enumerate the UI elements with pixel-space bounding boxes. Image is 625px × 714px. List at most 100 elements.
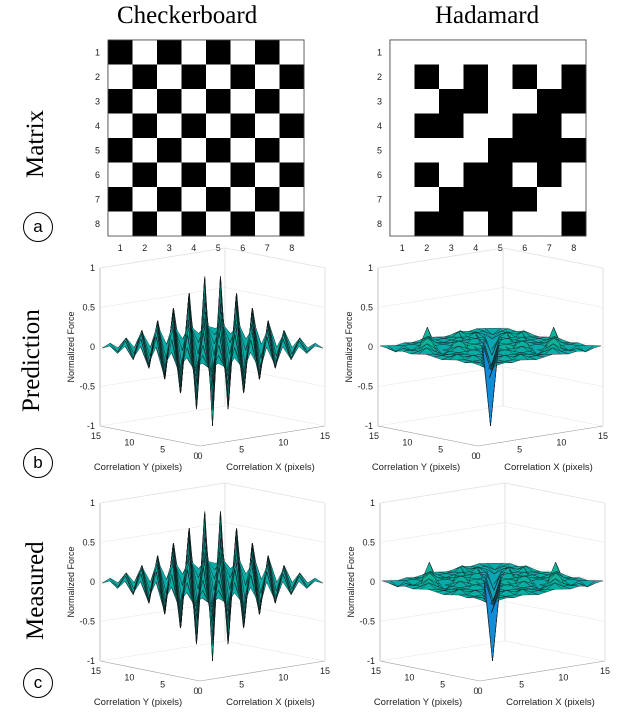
y-tick-label: 5 <box>95 145 100 155</box>
matrix-cell <box>279 40 305 65</box>
x-tick-label: 10 <box>556 438 566 448</box>
matrix-cell <box>439 89 464 114</box>
matrix-cell <box>561 64 587 90</box>
matrix-cell <box>279 64 305 90</box>
matrix-cell <box>230 64 256 90</box>
matrix-cell <box>206 187 231 212</box>
matrix-cell <box>414 187 440 212</box>
x-tick-label: 3 <box>449 243 454 253</box>
y-axis-label: Correlation Y (pixels) <box>372 462 460 473</box>
matrix-cell <box>463 162 489 188</box>
x-tick-label: 5 <box>517 444 522 454</box>
matrix-cell <box>488 211 513 237</box>
matrix-cell <box>230 138 256 163</box>
matrix-cell <box>132 113 158 139</box>
matrix-cell <box>255 187 280 212</box>
matrix-cell <box>230 113 256 139</box>
matrix-cell <box>488 64 513 90</box>
matrix-cell <box>561 187 587 212</box>
matrix-cell <box>561 211 587 237</box>
z-tick-label: -0.5 <box>357 382 373 392</box>
matrix-cell <box>108 113 133 139</box>
y-tick-label: 1 <box>95 47 100 57</box>
matrix-cell <box>230 40 256 65</box>
matrix-cell <box>414 113 440 139</box>
z-axis-label: Normalized Force <box>66 546 76 617</box>
matrix-cell <box>279 138 305 163</box>
y-tick-label: 4 <box>95 121 100 131</box>
z-tick-label: -1 <box>87 421 95 431</box>
matrix-cell <box>230 89 256 114</box>
y-tick-label: 15 <box>371 666 381 676</box>
matrix-cell <box>390 211 415 237</box>
matrix-cell <box>157 64 182 90</box>
matrix-cell <box>512 64 538 90</box>
column-title-hadamard: Hadamard <box>435 2 540 29</box>
matrix-cell <box>414 138 440 163</box>
x-axis-label: Correlation X (pixels) <box>504 462 593 473</box>
matrix-cell <box>537 187 562 212</box>
matrix-cell <box>230 162 256 188</box>
y-tick-label: 3 <box>95 96 100 106</box>
x-axis-label: Correlation X (pixels) <box>226 462 315 473</box>
x-tick-label: 0 <box>197 686 202 696</box>
z-tick-label: 0 <box>90 577 95 587</box>
matrix-cell <box>488 113 513 139</box>
matrix-cell <box>108 211 133 237</box>
x-tick-label: 15 <box>320 666 330 676</box>
matrix-cell <box>390 40 415 65</box>
z-tick-label: 0.5 <box>82 303 95 313</box>
y-tick-label: 5 <box>377 145 382 155</box>
z-axis-label: Normalized Force <box>66 311 76 382</box>
x-tick-label: 8 <box>571 243 576 253</box>
matrix-cell <box>488 40 513 65</box>
matrix-cell <box>206 162 231 188</box>
matrix-cell <box>181 89 207 114</box>
surface-facet <box>585 345 602 353</box>
matrix-cell <box>390 113 415 139</box>
matrix-cell <box>157 40 182 65</box>
x-tick-label: 5 <box>239 444 244 454</box>
matrix-cell <box>512 211 538 237</box>
matrix-cell <box>512 113 538 139</box>
x-tick-label: 6 <box>522 243 527 253</box>
matrix-cell <box>488 89 513 114</box>
matrix-cell <box>108 187 133 212</box>
matrix-cell <box>414 64 440 90</box>
matrix-cell <box>230 187 256 212</box>
matrix-cell <box>390 138 415 163</box>
y-tick-label: 7 <box>377 194 382 204</box>
matrix-cell <box>255 40 280 65</box>
matrix-cell <box>561 138 587 163</box>
z-tick-label: -1 <box>365 421 373 431</box>
matrix-cell <box>463 138 489 163</box>
x-tick-label: 0 <box>197 451 202 461</box>
matrix-cell <box>108 162 133 188</box>
matrix-cell <box>463 89 489 114</box>
matrix-cell <box>157 187 182 212</box>
y-tick-label: 8 <box>377 219 382 229</box>
matrix-cell <box>439 40 464 65</box>
matrix-cell <box>181 113 207 139</box>
matrix-cell <box>537 89 562 114</box>
y-axis-label: Correlation Y (pixels) <box>94 697 182 708</box>
x-tick-label: 15 <box>320 431 330 441</box>
matrix-cell <box>463 113 489 139</box>
matrix-cell <box>132 187 158 212</box>
matrix-cell <box>279 162 305 188</box>
z-tick-label: -1 <box>367 656 375 666</box>
x-tick-label: 4 <box>473 243 478 253</box>
matrix-cell <box>132 40 158 65</box>
matrix-cell <box>157 211 182 237</box>
matrix-cell <box>206 113 231 139</box>
z-tick-label: 1 <box>370 498 375 508</box>
matrix-cell <box>230 211 256 237</box>
matrix-cell <box>561 162 587 188</box>
matrix-cell <box>206 138 231 163</box>
matrix-cell <box>414 89 440 114</box>
y-tick-label: 5 <box>438 444 443 454</box>
matrix-cell <box>512 40 538 65</box>
matrix-cell <box>255 211 280 237</box>
y-tick-label: 4 <box>377 121 382 131</box>
